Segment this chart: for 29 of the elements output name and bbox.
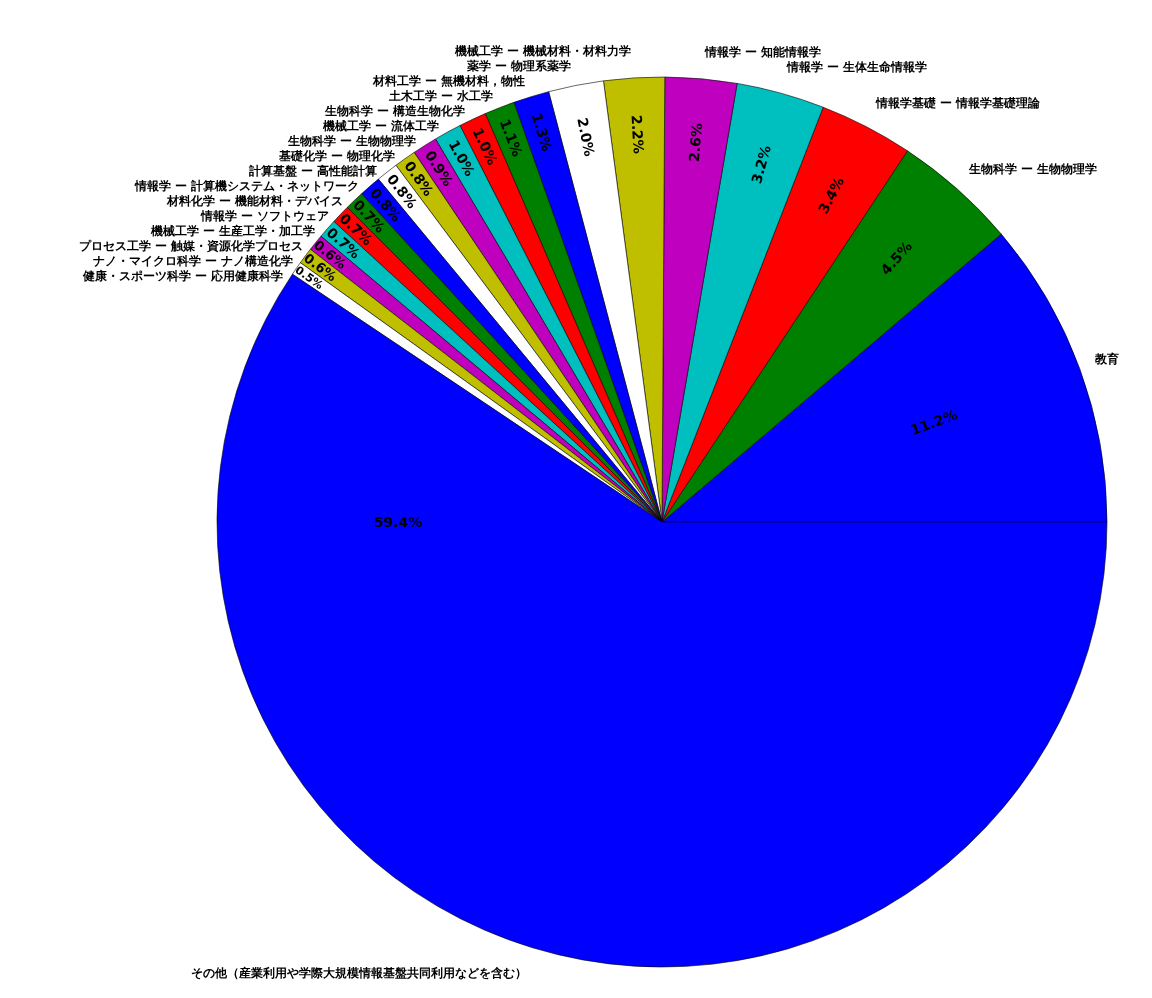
slice-label: 情報学 ー 生体生命情報学 [786,60,928,74]
slice-label: 生物科学 ー 生物物理学 [287,134,417,148]
slice-label: 材料化学 ー 機能材料・デバイス [166,194,344,208]
slice-label: 土木工学 ー 水工学 [388,89,494,103]
slice-label: 健康・スポーツ科学 ー 応用健康科学 [82,269,284,283]
slice-label: 薬学 ー 物理系薬学 [466,59,572,73]
slice-label: 教育 [1094,352,1119,366]
slice-label: 機械工学 ー 機械材料・材料力学 [454,44,632,58]
data-label: 2.0% [574,116,598,158]
slice-label: その他（産業利用や学際大規模情報基盤共同利用などを含む） [191,966,527,980]
slice-label: プロセス工学 ー 触媒・資源化学プロセス [79,239,304,253]
data-label: 59.4% [373,514,423,530]
slice-label: 基礎化学 ー 物理化学 [278,149,396,163]
slice-label: 情報学 ー 知能情報学 [704,45,822,59]
slice-label: 生物科学 ー 構造生物化学 [324,104,466,118]
slice-label: 計算基盤 ー 高性能計算 [248,164,378,178]
slice-label: ナノ・マイクロ科学 ー ナノ構造化学 [93,254,294,268]
slice-label: 情報学 ー 計算機システム・ネットワーク [134,179,360,193]
slice-label: 生物科学 ー 生物物理学 [968,162,1098,176]
data-label: 1.1% [496,116,526,159]
slice-label: 機械工学 ー 流体工学 [322,119,440,133]
slice-label: 情報学基礎 ー 情報学基礎理論 [875,96,1042,110]
data-label: 3.2% [748,143,774,186]
data-label: 2.6% [685,122,706,163]
slice-label: 情報学 ー ソフトウェア [200,209,330,223]
slice-label: 材料工学 ー 無機材料，物性 [372,74,526,88]
slice-label: 機械工学 ー 生産工学・加工学 [150,224,316,238]
data-label: 1.3% [528,111,556,153]
data-label: 2.2% [628,114,647,155]
